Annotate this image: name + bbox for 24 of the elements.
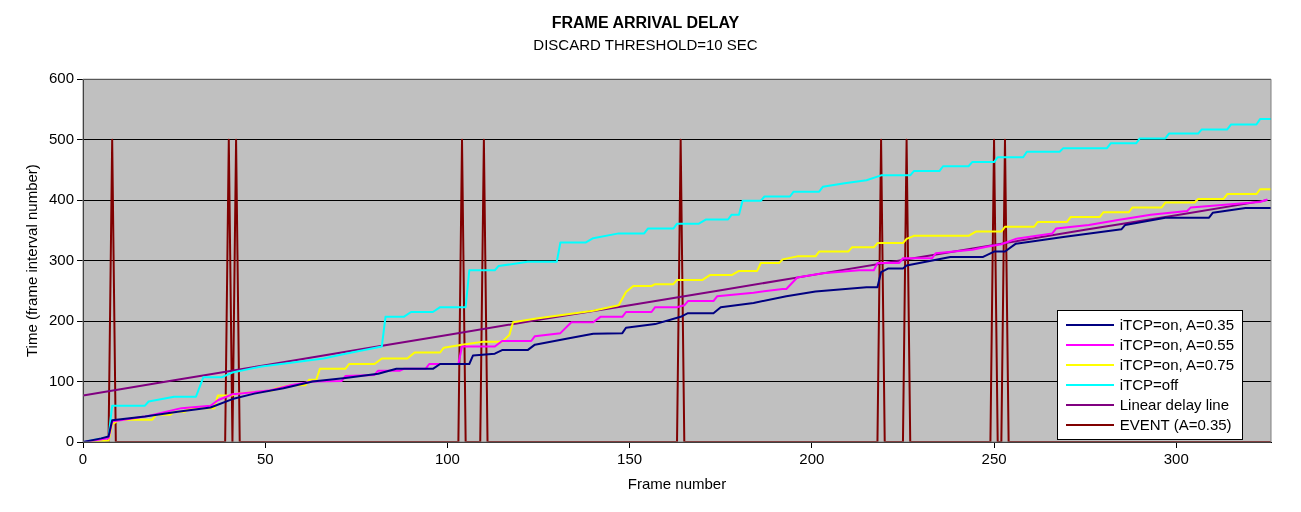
y-tick-label: 300	[49, 250, 75, 268]
y-tick-label: 600	[49, 69, 75, 87]
legend-label: iTCP=on, A=0.75	[1119, 355, 1234, 375]
y-tick-label: 400	[49, 190, 75, 208]
legend-label: iTCP=off	[1119, 375, 1179, 395]
legend-label: EVENT (A=0.35)	[1119, 415, 1232, 435]
legend-label: iTCP=on, A=0.55	[1119, 335, 1234, 355]
y-tick-label: 200	[49, 311, 75, 329]
chart-title: FRAME ARRIVAL DELAY	[551, 14, 740, 32]
x-tick-label: 250	[981, 450, 1007, 468]
x-tick-label: 0	[78, 450, 88, 468]
x-tick-label: 100	[434, 450, 460, 468]
x-tick-label: 200	[799, 450, 825, 468]
x-axis-title: Frame number	[627, 475, 727, 493]
x-tick-label: 300	[1163, 450, 1189, 468]
y-tick-label: 500	[49, 129, 75, 147]
chart-subtitle: DISCARD THRESHOLD=10 SEC	[533, 36, 758, 54]
legend-label: iTCP=on, A=0.35	[1119, 315, 1234, 335]
y-axis-title: Time (frame interval number)	[23, 164, 41, 358]
y-tick-label: 100	[49, 371, 75, 389]
x-tick-label: 150	[617, 450, 643, 468]
x-tick-label: 50	[256, 450, 274, 468]
y-tick-label: 0	[65, 432, 75, 450]
legend-label: Linear delay line	[1119, 395, 1229, 415]
